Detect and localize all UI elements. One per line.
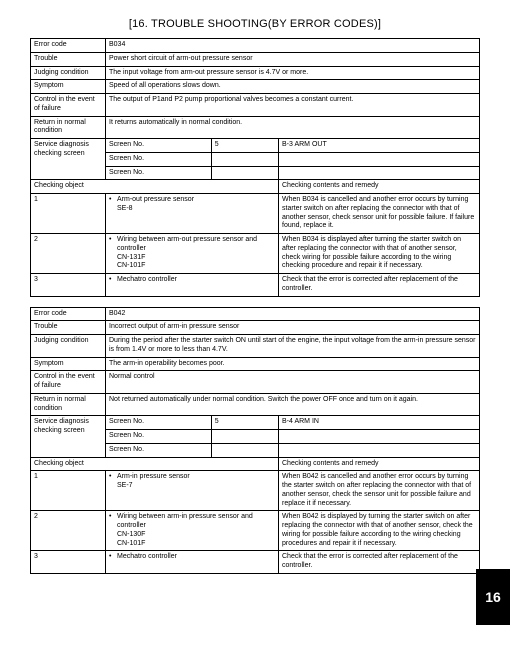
- header: Checking contents and remedy: [279, 457, 480, 471]
- value: Speed of all operations slows down.: [106, 80, 480, 94]
- num: 1: [31, 194, 106, 234]
- error-table-2: Error codeB042 TroubleIncorrect output o…: [30, 307, 480, 574]
- value: 5: [211, 139, 278, 153]
- num: 3: [31, 274, 106, 297]
- remedy: When B042 is cancelled and another error…: [279, 471, 480, 511]
- value: B-4 ARM IN: [279, 416, 480, 430]
- label: Screen No.: [106, 166, 212, 180]
- value: The input voltage from arm-out pressure …: [106, 66, 480, 80]
- object: Mechatro controller: [117, 553, 275, 562]
- label: Screen No.: [106, 443, 212, 457]
- header: Checking object: [31, 457, 279, 471]
- value: Incorrect output of arm-in pressure sens…: [106, 321, 480, 335]
- page-tab: 16: [476, 569, 510, 625]
- value: 5: [211, 416, 278, 430]
- error-table-1: Error codeB034 TroublePower short circui…: [30, 38, 480, 297]
- value: It returns automatically in normal condi…: [106, 116, 480, 139]
- value: B042: [106, 307, 480, 321]
- value: The output of P1and P2 pump proportional…: [106, 94, 480, 117]
- num: 1: [31, 471, 106, 511]
- label: Symptom: [31, 80, 106, 94]
- value: Not returned automatically under normal …: [106, 393, 480, 416]
- label: Error code: [31, 307, 106, 321]
- label: Error code: [31, 39, 106, 53]
- label: Service diagnosis checking screen: [31, 416, 106, 457]
- label: Return in normal condition: [31, 116, 106, 139]
- label: Screen No.: [106, 416, 212, 430]
- object: Mechatro controller: [117, 276, 275, 285]
- value: During the period after the starter swit…: [106, 335, 480, 358]
- num: 2: [31, 511, 106, 551]
- header: Checking object: [31, 180, 279, 194]
- label: Service diagnosis checking screen: [31, 139, 106, 180]
- label: Screen No.: [106, 152, 212, 166]
- value: B-3 ARM OUT: [279, 139, 480, 153]
- label: Screen No.: [106, 139, 212, 153]
- num: 2: [31, 234, 106, 274]
- label: Trouble: [31, 52, 106, 66]
- remedy: When B034 is displayed after turning the…: [279, 234, 480, 274]
- label: Symptom: [31, 357, 106, 371]
- label: Screen No.: [106, 430, 212, 444]
- value: Power short circuit of arm-out pressure …: [106, 52, 480, 66]
- label: Control in the event of failure: [31, 94, 106, 117]
- object: Wiring between arm-out pressure sensor a…: [117, 236, 257, 252]
- page-header: [16. TROUBLE SHOOTING(BY ERROR CODES)]: [30, 18, 480, 30]
- header: Checking contents and remedy: [279, 180, 480, 194]
- object: Arm-out pressure sensor: [117, 196, 194, 203]
- label: Control in the event of failure: [31, 371, 106, 394]
- label: Trouble: [31, 321, 106, 335]
- label: Judging condition: [31, 335, 106, 358]
- value: Normal control: [106, 371, 480, 394]
- value: The arm-in operability becomes poor.: [106, 357, 480, 371]
- label: Judging condition: [31, 66, 106, 80]
- label: Return in normal condition: [31, 393, 106, 416]
- remedy: Check that the error is corrected after …: [279, 274, 480, 297]
- remedy: When B034 is cancelled and another error…: [279, 194, 480, 234]
- object: Arm-in pressure sensor: [117, 473, 190, 480]
- remedy: Check that the error is corrected after …: [279, 551, 480, 574]
- value: B034: [106, 39, 480, 53]
- num: 3: [31, 551, 106, 574]
- object: Wiring between arm-in pressure sensor an…: [117, 513, 253, 529]
- remedy: When B042 is displayed by turning the st…: [279, 511, 480, 551]
